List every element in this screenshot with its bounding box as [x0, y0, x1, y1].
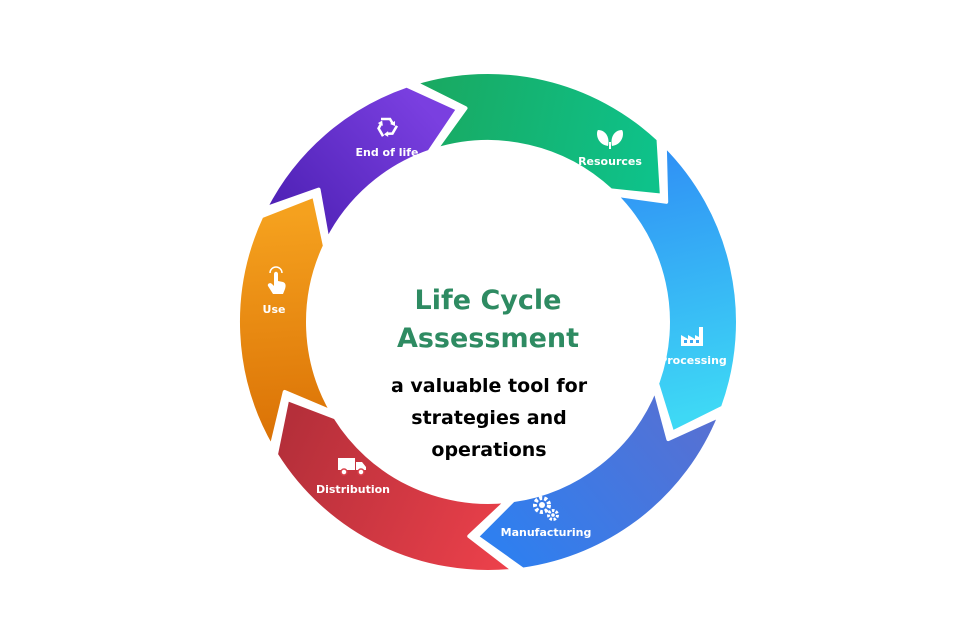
title-line-2: Assessment	[397, 323, 579, 354]
segment-label-end-of-life: End of life	[355, 146, 418, 159]
segment-distribution: Distribution	[274, 397, 517, 574]
arrow-processing	[613, 143, 740, 435]
segment-processing: Processing	[613, 143, 740, 435]
center-text-group: Life Cycle Assessment a valuable tool fo…	[391, 285, 588, 461]
arrow-resources	[412, 70, 664, 198]
gears-icon	[533, 496, 559, 521]
title-line-1: Life Cycle	[415, 285, 562, 316]
segment-resources: Resources	[412, 70, 664, 198]
truck-icon	[338, 458, 366, 476]
subtitle-line-2: strategies and	[411, 407, 566, 429]
factory-icon	[681, 327, 703, 346]
segment-label-use: Use	[263, 303, 286, 316]
arrow-use	[236, 193, 335, 449]
subtitle-line-1: a valuable tool for	[391, 375, 588, 397]
subtitle-line-3: operations	[431, 439, 546, 461]
segment-end-of-life: End of life	[263, 83, 461, 243]
segment-label-distribution: Distribution	[316, 483, 390, 496]
leaves-icon	[597, 130, 623, 149]
segment-use: Use	[236, 193, 335, 449]
arrow-end-of-life	[263, 83, 461, 243]
arrow-distribution	[274, 397, 517, 574]
arrow-manufacturing	[474, 387, 722, 572]
segment-label-processing: Processing	[659, 354, 727, 367]
segment-label-resources: Resources	[578, 155, 642, 168]
recycle-icon	[377, 117, 399, 137]
hand-tap-icon	[267, 266, 286, 294]
segment-label-manufacturing: Manufacturing	[501, 526, 592, 539]
segment-manufacturing: Manufacturing	[474, 387, 722, 572]
